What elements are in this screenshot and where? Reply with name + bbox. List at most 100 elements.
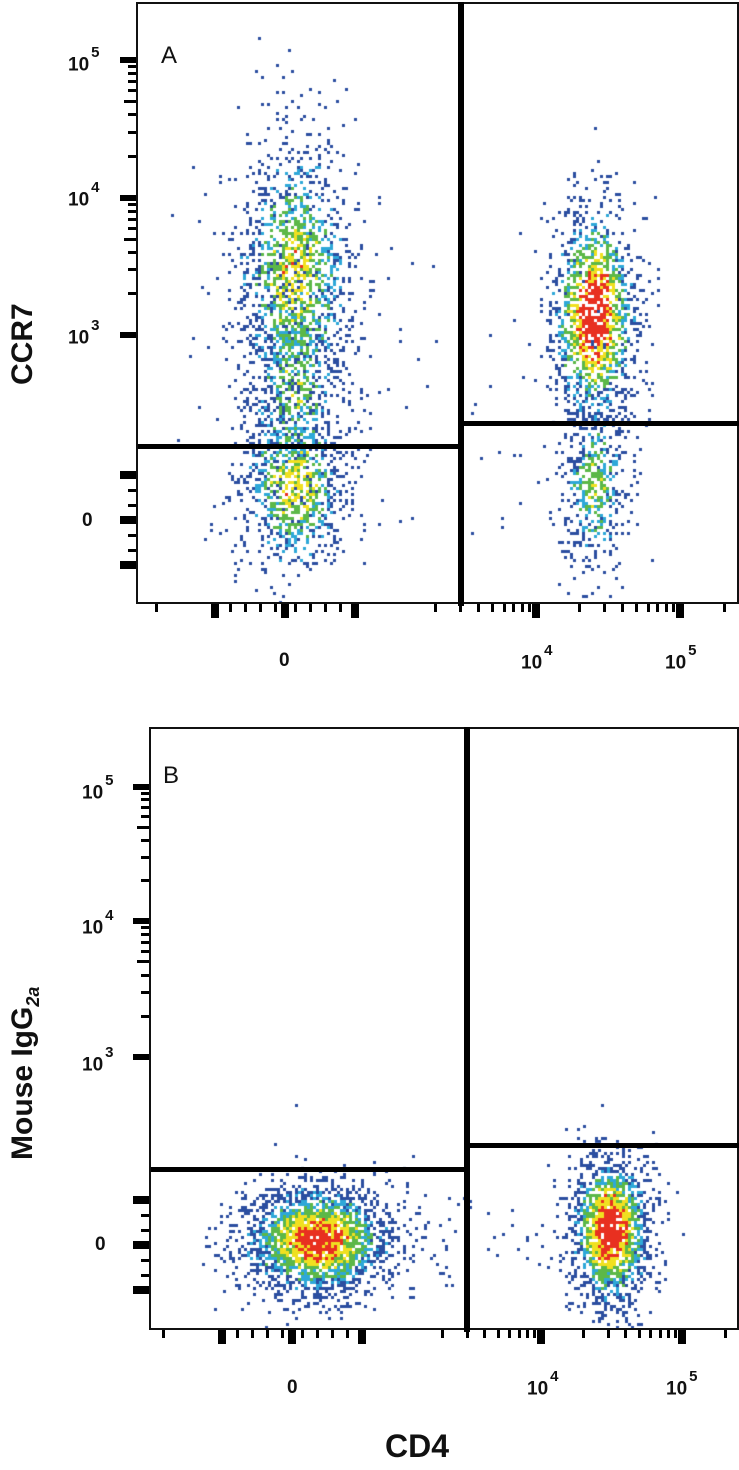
axis-tick [300,1330,304,1338]
y-axis-title-b: Mouse IgG2a [6,986,43,1160]
axis-tick [128,154,136,158]
axis-tick [288,1330,296,1344]
axis-tick [141,1213,149,1217]
axis-tick [120,57,136,63]
axis-tick [658,1330,662,1338]
panel-letter-b: B [163,762,180,789]
axis-tick [128,488,136,492]
axis-tick [638,1330,642,1338]
y-tick-b-1e5: 105 [82,772,114,804]
axis-tick [141,798,149,802]
axis-tick [527,604,531,612]
axis-tick [228,604,232,612]
axis-tick [120,561,136,569]
y-tick-b-1e4: 104 [82,907,114,939]
gate-vertical-b [464,727,470,1332]
axis-tick [621,604,625,612]
axis-tick [128,64,136,68]
axis-tick [459,604,463,612]
axis-tick [120,471,136,479]
axis-tick [293,604,297,612]
axis-tick [351,604,359,618]
gate-vertical-a [458,2,464,606]
y-tick-b-0: 0 [95,1234,106,1255]
axis-tick [128,292,136,296]
axis-tick [218,1330,226,1344]
axis-tick [635,604,639,612]
axis-tick [133,918,149,924]
axis-tick [141,1014,149,1018]
axis-tick [133,1241,149,1249]
axis-tick [624,1330,628,1338]
axis-tick [128,268,136,272]
axis-tick [141,990,149,994]
gate-horizontal-right-b [467,1143,739,1148]
axis-tick [338,604,342,612]
axis-tick [265,1330,269,1338]
axis-tick [133,784,149,790]
axis-tick [162,1330,165,1338]
axis-tick [128,548,136,552]
axis-tick [678,1330,686,1344]
axis-tick [525,1330,529,1338]
axis-tick [606,1330,610,1338]
y-axis-title-a: CCR7 [6,303,39,385]
axis-tick [137,825,149,829]
axis-tick [128,251,136,255]
axis-tick [330,1330,334,1338]
axis-tick [674,1330,678,1338]
axis-tick [533,1330,537,1338]
scatter-dots-a [138,4,737,602]
gate-horizontal-left-b [151,1167,467,1172]
axis-tick [141,1228,149,1232]
axis-tick [649,1330,653,1338]
x-tick-a-1e5: 105 [665,642,697,674]
axis-tick [433,604,437,612]
axis-tick [664,604,668,612]
axis-tick [128,217,136,221]
axis-tick [517,1330,521,1338]
axis-tick [581,1330,585,1338]
x-axis-title: CD4 [385,1428,450,1464]
axis-tick [120,516,136,524]
axis-tick [120,195,136,201]
x-tick-a-1e4: 104 [521,642,553,674]
axis-tick [603,604,607,612]
x-tick-b-1e4: 104 [527,1368,559,1400]
plot-panel-a: A [136,2,739,606]
axis-tick [141,1258,149,1262]
axis-tick [128,79,136,83]
axis-tick [235,1330,239,1338]
axis-tick [133,1054,149,1060]
axis-tick [141,838,149,842]
axis-tick [128,533,136,537]
axis-tick [315,1330,319,1338]
axis-tick [308,604,312,612]
axis-tick [128,209,136,213]
x-tick-a-0: 0 [279,650,290,671]
axis-tick [358,1330,366,1344]
axis-tick [250,1330,254,1338]
axis-tick [512,604,516,612]
x-tick-b-0: 0 [287,1377,298,1398]
axis-tick [128,503,136,507]
axis-tick [141,973,149,977]
axis-tick [211,604,219,618]
axis-tick [120,332,136,338]
axis-tick [141,932,149,936]
x-tick-b-1e5: 105 [666,1368,698,1400]
axis-tick [577,604,581,612]
axis-tick [141,940,149,944]
y-tick-a-1e4: 104 [68,179,100,211]
panel-letter-a: A [161,42,178,69]
axis-tick [497,1330,501,1338]
plot-panel-b: B [149,727,739,1332]
y-tick-a-1e5: 105 [68,44,100,76]
axis-tick [477,604,481,612]
axis-tick [508,1330,512,1338]
axis-tick [124,237,136,241]
axis-tick [273,604,277,612]
axis-tick [280,1330,284,1338]
gate-horizontal-right-a [461,421,739,426]
axis-tick [258,604,262,612]
